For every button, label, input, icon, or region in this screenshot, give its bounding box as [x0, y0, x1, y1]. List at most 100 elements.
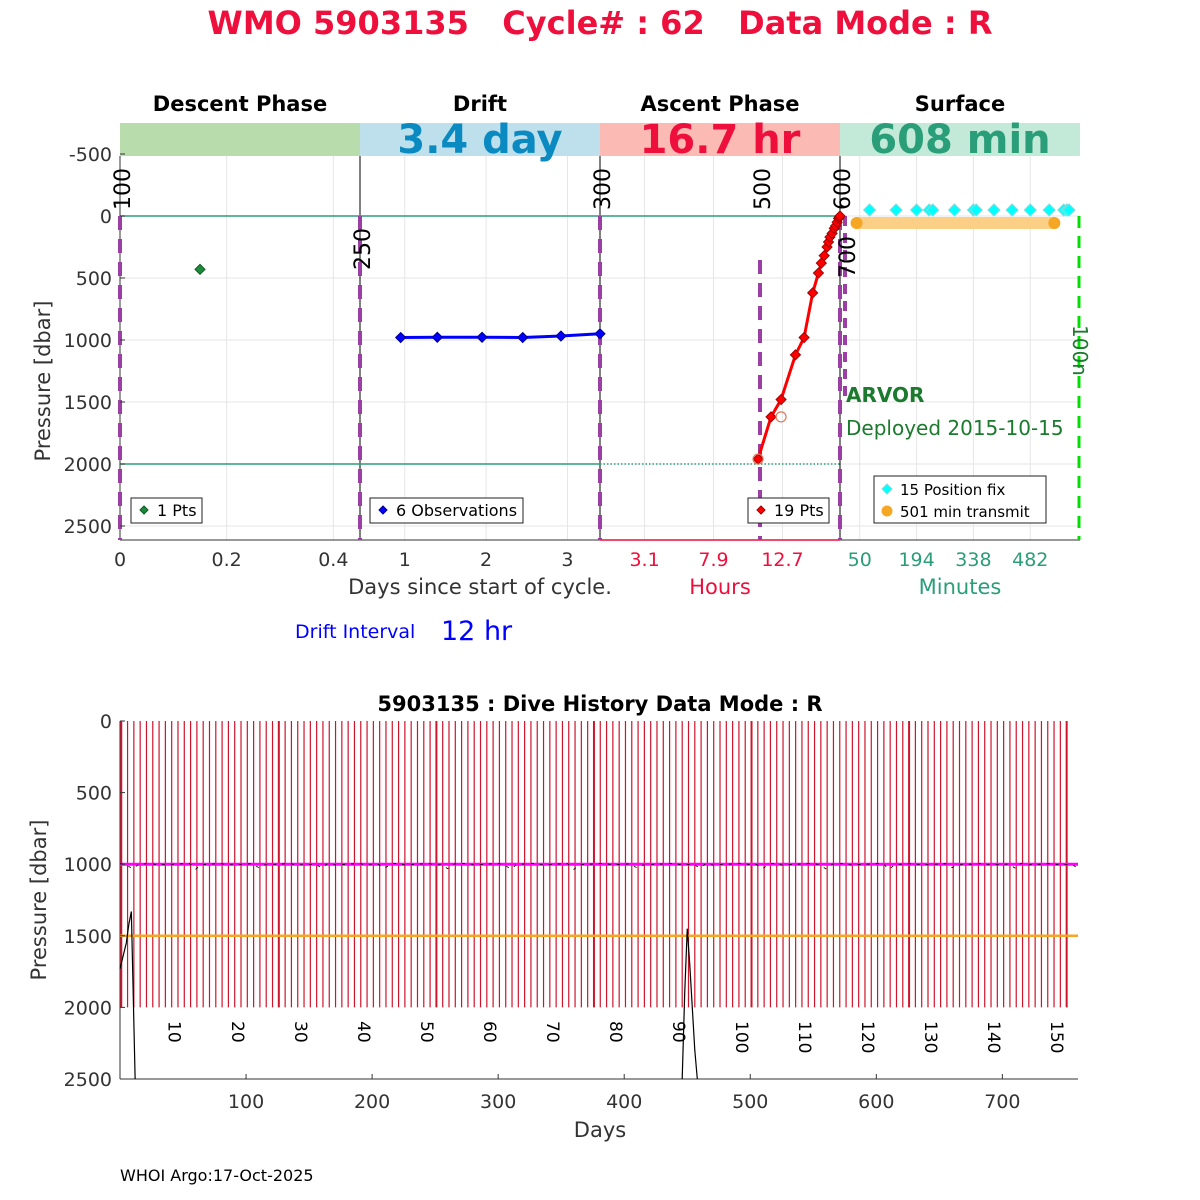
ascent-point [834, 210, 846, 222]
bottom-y-tick-label: 500 [76, 783, 112, 805]
surface-legend-fix-text: 15 Position fix [900, 481, 1005, 499]
ascent-qc-point [775, 411, 787, 423]
descent-legend-text: 1 Pts [157, 501, 197, 520]
minutes-axis-label: Minutes [919, 575, 1002, 599]
descent-x-tick-label: 0.4 [318, 549, 348, 571]
phase-title-1: Drift [453, 92, 507, 116]
bottom-y-axis-label: Pressure [dbar] [27, 820, 51, 981]
drift-series-line [400, 332, 601, 340]
cycle-number-label: 60 [479, 1021, 499, 1043]
bottom-x-tick-label: 400 [606, 1091, 642, 1113]
ascent-legend-marker [756, 505, 766, 515]
hours-axis-label: Hours [689, 575, 751, 599]
ascent-point [812, 267, 825, 279]
descent-x-tick-label: 0.2 [212, 549, 242, 571]
transmit-end-point [1048, 217, 1061, 229]
ascent-point [775, 393, 787, 406]
bottom-y-tick-label: 2500 [64, 1069, 112, 1091]
bottom-y-tick-label: 1000 [64, 854, 112, 876]
cycle-number-label: 150 [1046, 1021, 1066, 1053]
phase-title-0: Descent Phase [153, 92, 327, 116]
drift-point [394, 331, 407, 344]
position-fix-point [926, 203, 940, 217]
transmit-start-point [850, 217, 863, 229]
ascent-qc-point [752, 453, 764, 465]
cycle-number-label: 110 [794, 1021, 814, 1053]
drift-x-tick-label: 1 [399, 549, 411, 571]
ascent-point [789, 349, 802, 361]
drift-interval-value: 12 hr [441, 616, 513, 647]
bottom-x-tick-label: 200 [354, 1091, 390, 1113]
surface-x-tick-label: 194 [898, 549, 934, 571]
ascent-x-tick-label: 12.7 [761, 549, 803, 571]
bottom-x-tick-label: 500 [732, 1091, 768, 1113]
cycle-number-label: 70 [542, 1021, 562, 1043]
position-fix-point [1005, 203, 1019, 217]
bottom-x-tick-label: 100 [228, 1091, 264, 1113]
cycle-number-label: 40 [353, 1021, 373, 1043]
surface-legend-transmit-text: 501 min transmit [900, 503, 1030, 521]
phase-band-2 [600, 123, 840, 156]
drift-x-tick-label: 2 [480, 549, 492, 571]
ascent-point [798, 331, 810, 344]
ascent-point [765, 411, 777, 423]
anomaly-trace-0 [119, 911, 136, 1080]
surface-legend-fix-marker [881, 483, 893, 495]
top-y-tick-label: -500 [69, 144, 112, 166]
ascent-legend-text: 19 Pts [774, 501, 824, 520]
deployed-date-label: Deployed 2015-10-15 [846, 416, 1064, 440]
marker-label-500: 500 [751, 168, 776, 210]
cycle-number-label: 10 [164, 1021, 184, 1043]
surface-x-tick-label: 338 [955, 549, 991, 571]
drift-point [594, 328, 606, 340]
anomaly-trace-1 [681, 928, 698, 1080]
surface-x-tick-label: 50 [848, 549, 872, 571]
ascent-point [818, 249, 830, 262]
position-fix-point [1042, 203, 1056, 217]
cycle-number-label: 30 [290, 1021, 310, 1043]
page-title: WMO 5903135 Cycle# : 62 Data Mode : R [207, 4, 993, 42]
ascent-point [806, 287, 819, 299]
drift-x-tick-label: 3 [561, 549, 573, 571]
drift-pressure-trace [119, 862, 1079, 870]
bottom-y-tick-label: 1500 [64, 926, 112, 948]
drift-legend [369, 497, 524, 524]
drift-point [555, 330, 567, 342]
marker-label-600: 600 [831, 168, 856, 210]
ascent-x-tick-label: 3.1 [629, 549, 659, 571]
top-y-tick-label: 2000 [64, 454, 112, 476]
top-y-tick-label: 2500 [64, 516, 112, 538]
phase-band-0 [120, 123, 360, 156]
position-fix-point [969, 203, 983, 217]
position-fix-point [862, 203, 877, 217]
surface-legend-transmit-marker [881, 505, 893, 517]
drift-point [476, 331, 488, 343]
bottom-x-tick-label: 300 [480, 1091, 516, 1113]
top-y-tick-label: 500 [76, 268, 112, 290]
position-fix-point [1023, 203, 1037, 217]
drift-point [517, 331, 529, 344]
marker-label-700: 700 [836, 236, 861, 278]
cycle-number-label: 80 [605, 1021, 625, 1043]
ascent-x-tick-label: 7.9 [698, 549, 728, 571]
position-fix-point [1062, 203, 1076, 217]
phase-band-1 [360, 123, 600, 156]
cycle-number-label: 90 [668, 1021, 688, 1043]
phase-duration-3: 608 min [869, 117, 1050, 163]
marker-label-250: 250 [351, 228, 376, 270]
phase-duration-1: 3.4 day [397, 117, 562, 163]
float-model-label: ARVOR [846, 383, 924, 407]
bottom-y-tick-label: 0 [100, 711, 112, 733]
cycle-number-label: 130 [920, 1021, 940, 1053]
descent-point [194, 263, 206, 276]
phase-duration-2: 16.7 hr [640, 117, 801, 163]
dive-history-title: 5903135 : Dive History Data Mode : R [377, 692, 822, 716]
descent-legend-marker [139, 505, 149, 515]
drift-interval-label: Drift Interval [295, 621, 415, 643]
position-fix-point [889, 203, 903, 217]
phase-title-3: Surface [915, 92, 1005, 116]
position-fix-point [987, 203, 1001, 217]
bottom-y-tick-label: 2000 [64, 997, 112, 1019]
cycle-number-label: 50 [416, 1021, 436, 1043]
position-fix-point [947, 203, 962, 217]
